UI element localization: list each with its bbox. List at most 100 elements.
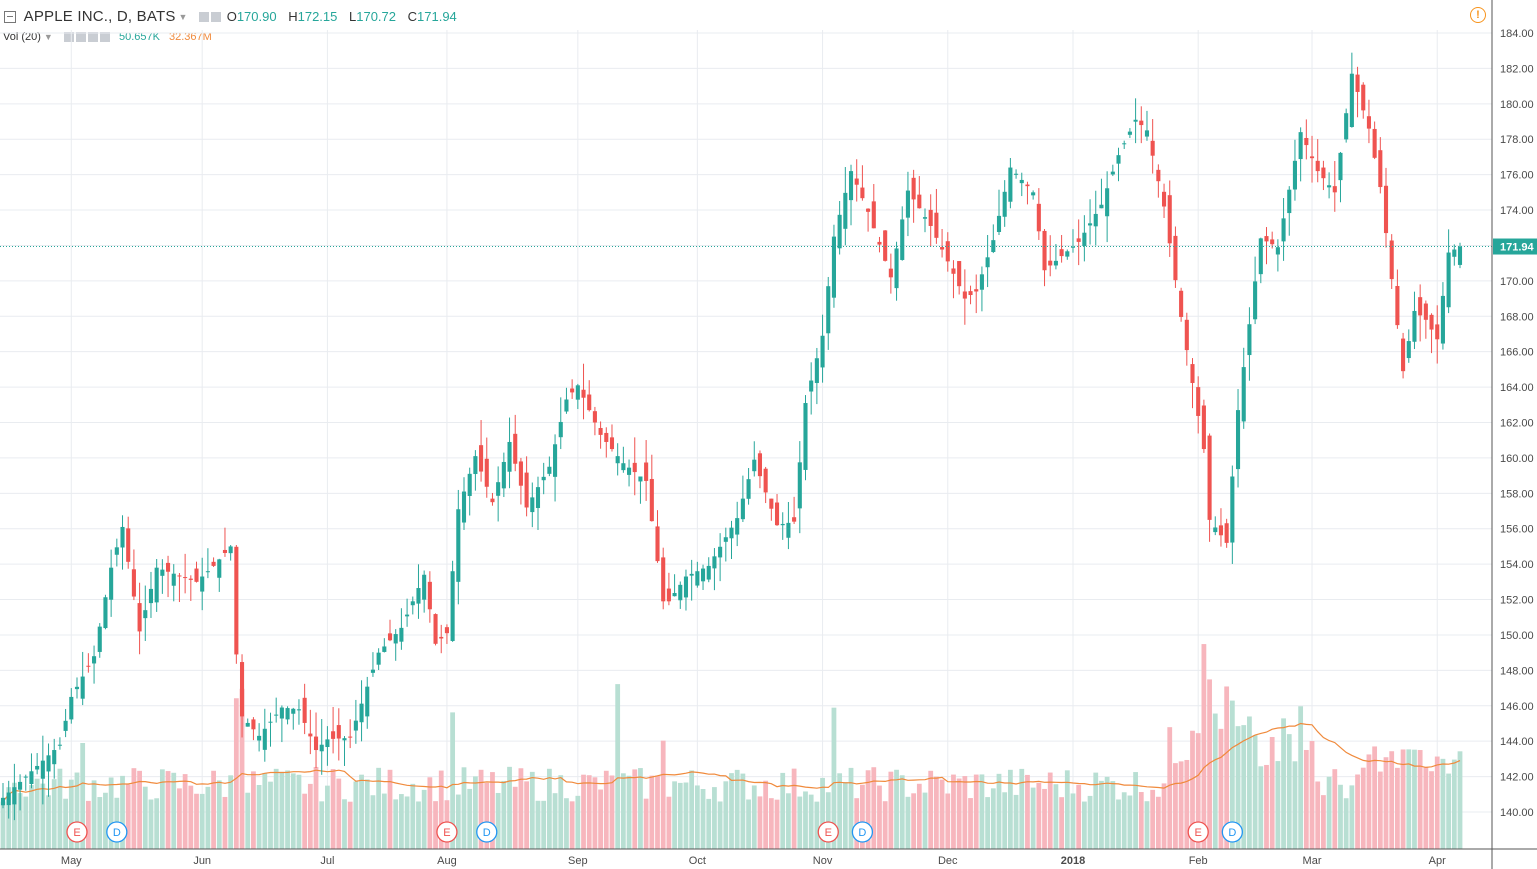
volume-bar xyxy=(803,791,808,849)
candle-body xyxy=(649,478,654,522)
volume-bar xyxy=(359,774,364,849)
gear-icon[interactable] xyxy=(75,32,86,43)
volume-bar xyxy=(1116,799,1121,849)
volume-bar xyxy=(882,801,888,849)
candle-body xyxy=(974,289,979,292)
candle-body xyxy=(1287,189,1292,214)
candle-body xyxy=(194,568,199,582)
candle-body xyxy=(1116,155,1121,164)
volume-bar xyxy=(381,793,387,849)
candle-body xyxy=(661,557,666,602)
volume-bar xyxy=(63,798,68,849)
volume-bar xyxy=(273,768,279,849)
candle-body xyxy=(962,291,967,299)
volume-bar xyxy=(239,688,245,849)
candle-body xyxy=(456,509,461,582)
volume-bar xyxy=(1412,749,1417,849)
warning-icon[interactable]: ! xyxy=(1470,7,1486,23)
gear-icon[interactable] xyxy=(211,11,222,22)
candle-body xyxy=(996,215,1002,232)
volume-bar xyxy=(17,793,23,849)
volume-bar xyxy=(1224,686,1230,849)
candle-body xyxy=(655,526,660,562)
volume-bar xyxy=(142,786,148,849)
volume-bar xyxy=(791,768,797,849)
volume-bar xyxy=(774,799,780,849)
y-tick-label: 168.00 xyxy=(1500,311,1534,323)
chevron-down-icon[interactable]: ▼ xyxy=(178,11,188,22)
volume-bar xyxy=(985,797,991,849)
volume-bar xyxy=(1258,766,1264,849)
event-marker-label: D xyxy=(113,827,121,839)
volume-bar xyxy=(57,768,63,849)
candle-body xyxy=(968,291,973,296)
candle-body xyxy=(1321,167,1326,179)
open-value: 170.90 xyxy=(236,9,277,25)
event-marker-label: E xyxy=(73,827,80,839)
candle-body xyxy=(1383,185,1389,234)
candle-body xyxy=(894,248,899,289)
volume-bar xyxy=(159,769,165,849)
candle-body xyxy=(120,526,125,548)
volume-bar xyxy=(51,779,57,849)
collapse-legend-icon[interactable] xyxy=(4,10,16,23)
y-tick-label: 148.00 xyxy=(1500,665,1534,677)
eye-icon[interactable] xyxy=(199,11,210,22)
candle-body xyxy=(752,459,757,472)
volume-bar xyxy=(820,777,825,849)
candle-body xyxy=(866,208,871,212)
volume-legend: Vol (20) ▼ 50.657K 32.367M xyxy=(0,31,212,43)
candle-body xyxy=(467,473,472,496)
volume-bar xyxy=(541,800,547,849)
chevron-down-icon[interactable]: ▼ xyxy=(43,32,53,43)
volume-bar xyxy=(353,781,359,849)
volume-bar xyxy=(296,774,302,849)
close-icon[interactable] xyxy=(99,32,110,43)
candle-body xyxy=(592,411,597,423)
volume-bar xyxy=(1002,792,1008,849)
candle-body xyxy=(1446,252,1451,308)
candle-body xyxy=(535,487,541,509)
candle-body xyxy=(1110,171,1115,175)
plus-icon[interactable] xyxy=(87,32,98,43)
candle-body xyxy=(1042,230,1047,271)
volume-bar xyxy=(1429,771,1434,849)
volume-bar xyxy=(712,787,717,849)
eye-icon[interactable] xyxy=(63,32,74,43)
volume-bar xyxy=(842,782,848,849)
candle-body xyxy=(92,656,97,664)
volume-bar xyxy=(507,766,512,849)
volume-bar xyxy=(1360,767,1366,849)
volume-bar xyxy=(837,773,843,849)
candle-body xyxy=(598,427,603,435)
volume-bar xyxy=(433,801,438,849)
candle-body xyxy=(12,787,17,805)
candle-body xyxy=(285,708,290,720)
volume-title[interactable]: Vol (20) xyxy=(3,31,41,44)
symbol-title[interactable]: APPLE INC., D, BATS xyxy=(23,8,176,26)
x-tick-label: Jun xyxy=(193,855,211,867)
volume-bar xyxy=(956,778,962,849)
volume-bar xyxy=(598,789,603,849)
candle-body xyxy=(934,212,939,238)
volume-bar xyxy=(319,801,325,849)
candle-body xyxy=(1423,303,1428,320)
candle-body xyxy=(177,575,182,577)
volume-bar xyxy=(1423,766,1429,849)
candle-body xyxy=(274,714,279,716)
volume-bar xyxy=(558,775,564,849)
candle-body xyxy=(35,765,40,770)
volume-bar xyxy=(1053,784,1059,849)
candle-body xyxy=(1201,405,1206,450)
volume-bar xyxy=(148,799,154,849)
candle-body xyxy=(1048,260,1053,266)
candle-body xyxy=(473,456,478,475)
candle-body xyxy=(29,771,34,785)
volume-bar xyxy=(615,684,621,849)
close-value: 171.94 xyxy=(417,9,457,25)
candle-body xyxy=(1349,73,1354,128)
event-marker-label: E xyxy=(1195,827,1202,839)
candle-body xyxy=(1435,324,1440,340)
candle-body xyxy=(410,601,415,606)
